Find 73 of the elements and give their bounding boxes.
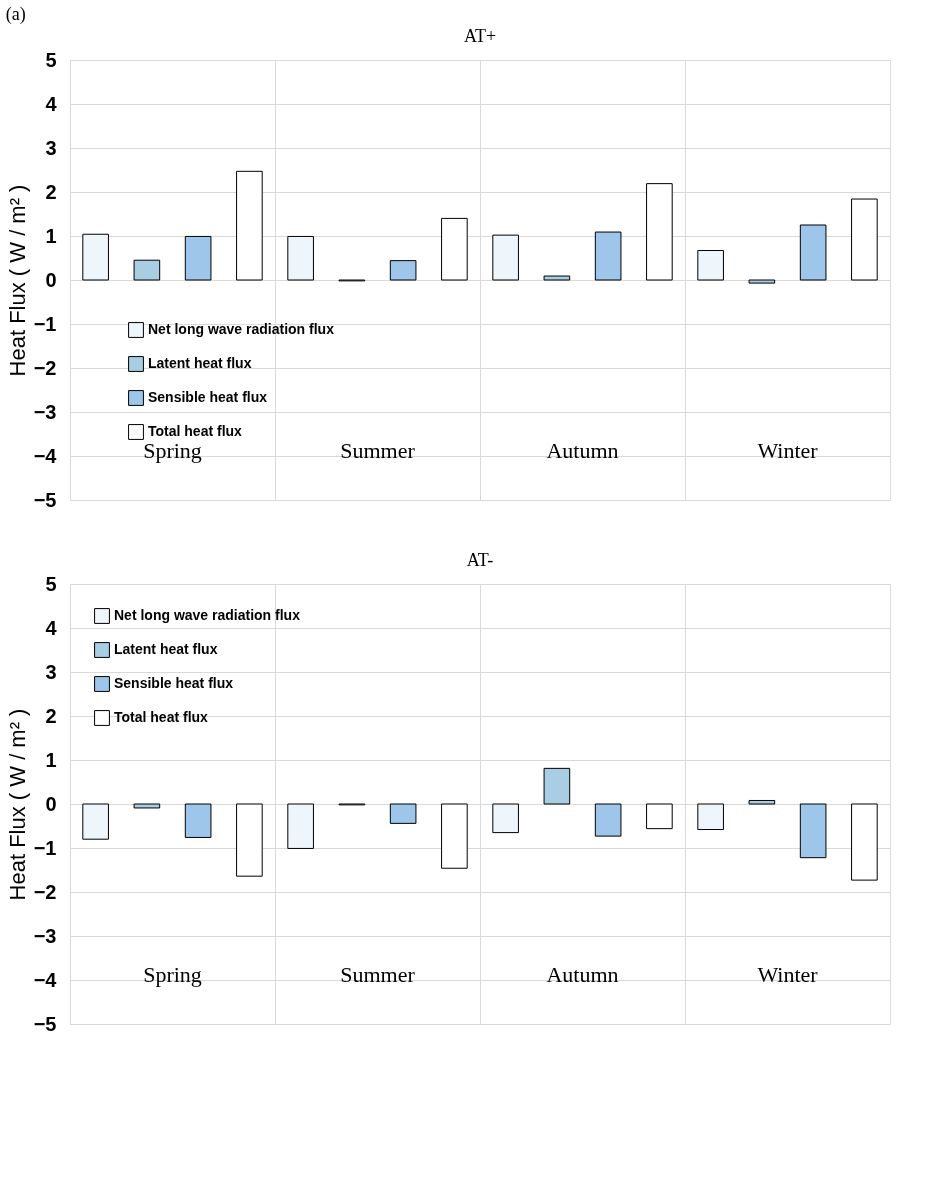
bar [646,183,673,281]
bar [287,235,314,281]
x-tick-label: Autumn [546,437,619,463]
y-tick-label: 5 [45,572,57,595]
y-tick-label: −4 [33,444,58,467]
bar [594,803,622,837]
y-tick-label: −5 [33,488,57,511]
legend-label: Sensible heat flux [114,675,234,691]
y-tick-label: 1 [45,224,57,247]
bar [851,198,878,281]
bar [697,803,724,831]
y-tick-label: 1 [45,748,57,771]
x-tick-label: Spring [143,961,202,987]
bar [236,803,263,877]
y-tick-label: 2 [45,704,57,727]
y-tick-label: 3 [45,660,57,683]
bar [441,217,468,281]
y-tick-label: −1 [33,312,57,335]
y-tick-label: 4 [45,616,58,639]
chart-title: AT- [466,550,494,570]
legend-label: Latent heat flux [148,355,252,371]
legend-label: Total heat flux [148,423,243,439]
legend-label: Sensible heat flux [148,389,268,405]
bar [389,803,417,824]
bar [389,260,417,281]
y-tick-label: −2 [33,356,57,379]
y-tick-label: 5 [45,48,57,71]
x-tick-label: Spring [143,437,202,463]
y-tick-label: 3 [45,136,57,159]
bar [82,803,109,840]
y-tick-label: −2 [33,880,57,903]
x-tick-label: Summer [340,961,416,987]
bar [441,803,468,869]
bar [82,233,109,281]
bar [492,234,519,281]
y-tick-label: 0 [45,792,57,815]
y-tick-label: −5 [33,1012,57,1035]
bar [851,803,878,881]
x-tick-label: Autumn [546,961,619,987]
y-axis-title: Heat Flux ( W / m² ) [4,184,30,377]
legend-label: Latent heat flux [114,641,218,657]
y-axis-title: Heat Flux ( W / m² ) [4,708,30,901]
bar [697,250,724,281]
legend-label: Total heat flux [114,709,209,725]
bar [799,803,827,859]
legend-label: Net long wave radiation flux [148,321,335,337]
x-tick-label: Winter [757,437,819,463]
bar [133,259,161,281]
x-tick-label: Summer [340,437,416,463]
y-tick-label: 4 [45,92,58,115]
bar [287,803,314,849]
bar [646,803,673,830]
y-tick-label: 0 [45,268,57,291]
bar [492,803,519,834]
y-tick-label: −3 [33,924,57,947]
bar [748,799,776,805]
bar [799,224,827,281]
bar [594,231,622,281]
x-tick-label: Winter [757,961,819,987]
y-tick-label: −1 [33,836,57,859]
y-tick-label: −3 [33,400,57,423]
bar [543,767,571,805]
bar [184,803,212,838]
bar [236,170,263,281]
bar [184,235,212,281]
y-tick-label: 2 [45,180,57,203]
bar [133,803,161,809]
chart-title: AT+ [463,26,497,46]
y-tick-label: −4 [33,968,58,991]
legend-label: Net long wave radiation flux [114,607,301,623]
bar [748,279,776,284]
bar [543,275,571,281]
text: (a) [5,3,26,25]
